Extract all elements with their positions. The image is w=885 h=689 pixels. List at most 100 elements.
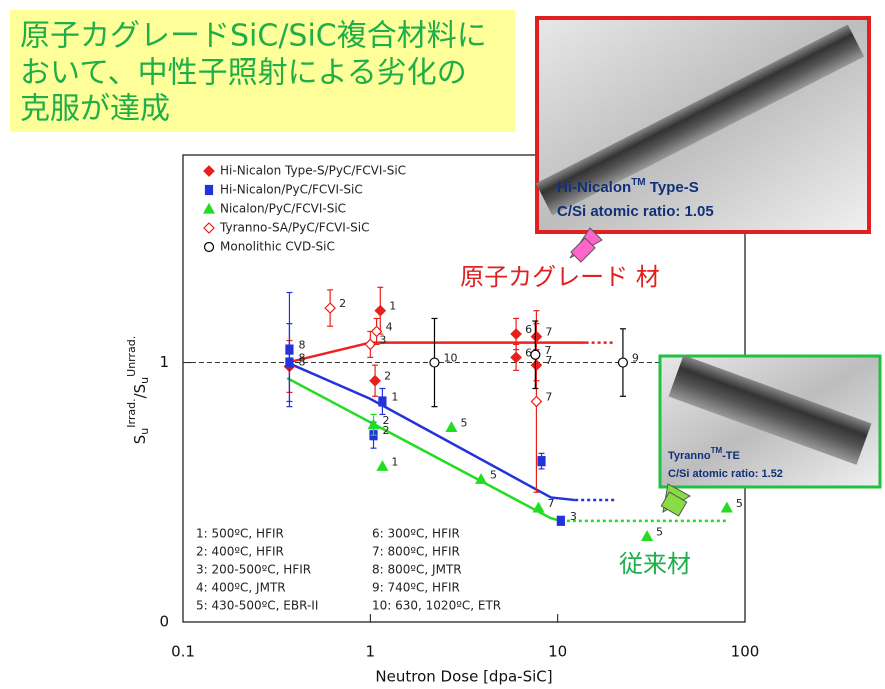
fiber-image: [535, 24, 865, 216]
title-line: おいて、中性子照射による劣化の: [20, 56, 467, 91]
point-label: 10: [443, 352, 457, 365]
point-label: 7: [545, 354, 552, 367]
y-label-part: u: [138, 377, 151, 384]
point: [556, 515, 565, 526]
note: 4: 400ºC, JMTR: [196, 581, 286, 595]
point: [374, 304, 387, 317]
inset-tm: TM: [631, 177, 645, 188]
y-axis-label: SuIrrad./SuUnrrad.: [125, 336, 151, 445]
inset-tm: TM: [711, 446, 723, 455]
point-label: 1: [389, 300, 396, 313]
y-label-part: u: [138, 428, 151, 435]
point-label: 6: [525, 323, 532, 336]
point-label: 1: [391, 455, 398, 468]
note: 6: 300ºC, HFIR: [372, 527, 460, 541]
legend-label: Hi-Nicalon Type-S/PyC/FCVI-SiC: [220, 164, 406, 178]
note: 10: 630, 1020ºC, ETR: [372, 599, 501, 613]
point-label: 8: [298, 352, 305, 365]
point-label: 2: [339, 297, 346, 310]
inset-ratio: C/Si atomic ratio: 1.05: [557, 203, 714, 220]
point: [364, 338, 377, 351]
inset-caption: Hi-NicalonTM Type-S: [557, 177, 699, 196]
note: 9: 740ºC, HFIR: [372, 581, 460, 595]
fit-line: [286, 377, 562, 523]
note: 1: 500ºC, HFIR: [196, 527, 284, 541]
point-label: 6: [525, 346, 532, 359]
point: [617, 357, 629, 368]
point: [369, 374, 381, 387]
point: [378, 396, 387, 407]
point: [532, 501, 545, 513]
point: [510, 351, 522, 364]
legend-label: Tyranno-SA/PyC/FCVI-SiC: [219, 221, 370, 235]
point: [537, 456, 546, 467]
point: [720, 501, 733, 513]
y-label-part: /S: [131, 384, 149, 399]
annotation: 従来材: [619, 550, 691, 578]
point: [429, 357, 440, 368]
title-line: 克服が達成: [20, 92, 170, 127]
fit-line: [286, 361, 576, 502]
y-tick-label: 1: [159, 353, 169, 371]
legend-marker: [203, 222, 215, 234]
point-label: 3: [570, 510, 577, 523]
point-label: 5: [490, 468, 497, 481]
x-tick-label: 0.1: [171, 643, 195, 661]
note: 2: 400ºC, HFIR: [196, 545, 284, 559]
legend-marker: [203, 165, 215, 177]
point: [530, 395, 543, 408]
legend-marker: [204, 184, 214, 196]
legend-marker: [202, 202, 216, 214]
title-line: 原子カグレードSiC/SiC複合材料に: [20, 19, 487, 54]
legend-label: Hi-Nicalon/PyC/FCVI-SiC: [220, 183, 363, 197]
inset-ratio: C/Si atomic ratio: 1.52: [668, 468, 783, 480]
inset-name-rest: Type-S: [646, 179, 699, 196]
point: [376, 460, 389, 471]
inset-name: Hi-Nicalon: [557, 179, 631, 196]
point-label: 7: [545, 390, 552, 403]
point-label: 5: [656, 525, 663, 538]
point: [445, 421, 458, 433]
point-label: 2: [383, 414, 390, 427]
x-axis-label: Neutron Dose [dpa-SiC]: [375, 668, 552, 686]
x-tick-label: 10: [548, 643, 567, 661]
legend-marker: [203, 241, 215, 253]
point-label: 8: [298, 355, 305, 368]
point: [641, 530, 654, 541]
note: 8: 800ºC, JMTR: [372, 563, 462, 577]
point-label: 7: [545, 326, 552, 339]
point: [510, 328, 522, 340]
point-label: 5: [460, 416, 467, 429]
annotation: 原子カグレード 材: [460, 263, 660, 291]
arrow: [570, 237, 596, 263]
point: [367, 418, 380, 430]
inset-name: Tyranno: [668, 450, 711, 462]
point-label: 7: [544, 344, 551, 357]
title-box: [10, 10, 515, 132]
x-tick-label: 100: [731, 643, 760, 661]
inset-name-rest: -TE: [722, 450, 740, 462]
legend-label: Monolithic CVD-SiC: [220, 240, 335, 254]
legend-label: Nicalon/PyC/FCVI-SiC: [220, 202, 346, 216]
point-label: 9: [632, 352, 639, 365]
point: [475, 473, 488, 484]
point-label: 2: [384, 370, 391, 383]
arrow: [660, 491, 688, 517]
point-label: 4: [386, 320, 393, 333]
y-tick-label: 0: [159, 613, 169, 631]
note: 7: 800ºC, HFIR: [372, 545, 460, 559]
note: 3: 200-500ºC, HFIR: [196, 563, 311, 577]
inset-caption: TyrannoTM-TE: [668, 446, 740, 462]
point: [324, 302, 336, 314]
point-label: 1: [391, 390, 398, 403]
y-label-part: Irrad.: [125, 398, 138, 427]
point: [530, 349, 541, 360]
point-label: 2: [383, 424, 390, 437]
fiber-image: [668, 355, 872, 465]
point-label: 3: [379, 333, 386, 346]
note: 5: 430-500ºC, EBR-II: [196, 599, 318, 613]
x-tick-label: 1: [366, 643, 376, 661]
point-label: 8: [298, 339, 305, 352]
